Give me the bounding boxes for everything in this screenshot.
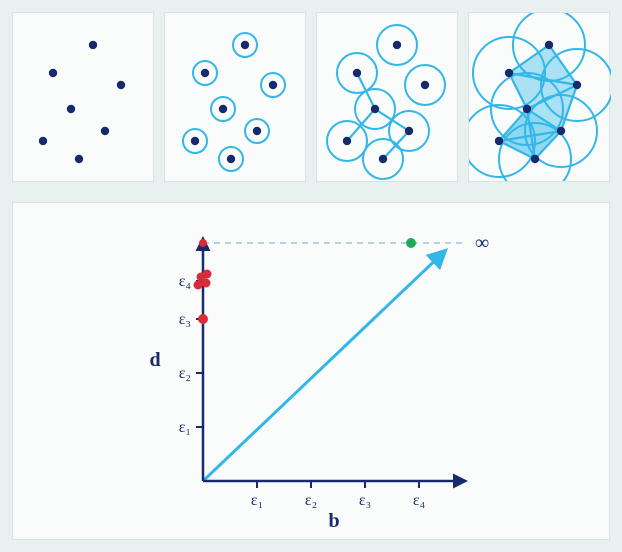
svg-text:ε₁: ε₁ xyxy=(251,492,263,509)
svg-text:ε₂: ε₂ xyxy=(305,492,317,509)
panel-svg-0 xyxy=(13,13,155,181)
persistence-diagram: ε₁ ε₂ ε₃ ε₄ ε₁ ε₂ ε₃ ε₄ b d ∞ xyxy=(12,202,610,540)
filtration-panels xyxy=(12,12,610,182)
svg-text:ε₁: ε₁ xyxy=(179,419,191,436)
svg-text:ε₃: ε₃ xyxy=(359,492,371,509)
panel-svg-1 xyxy=(165,13,307,181)
svg-text:ε₄: ε₄ xyxy=(413,492,426,509)
panel-svg-2 xyxy=(317,13,459,181)
x-axis-label: b xyxy=(328,510,339,532)
figure-canvas: ε₁ ε₂ ε₃ ε₄ ε₁ ε₂ ε₃ ε₄ b d ∞ xyxy=(0,0,622,552)
y-axis-label: d xyxy=(149,349,160,371)
panel-eps2 xyxy=(316,12,458,182)
chart-svg: ε₁ ε₂ ε₃ ε₄ ε₁ ε₂ ε₃ ε₄ b d ∞ xyxy=(13,203,609,539)
panel-svg-3 xyxy=(469,13,611,181)
svg-text:ε₄: ε₄ xyxy=(179,273,192,290)
svg-text:ε₂: ε₂ xyxy=(179,365,191,382)
svg-text:ε₃: ε₃ xyxy=(179,311,191,328)
panel-eps0 xyxy=(12,12,154,182)
infinity-label: ∞ xyxy=(475,232,489,254)
panel-eps1 xyxy=(164,12,306,182)
panel-eps3 xyxy=(468,12,610,182)
